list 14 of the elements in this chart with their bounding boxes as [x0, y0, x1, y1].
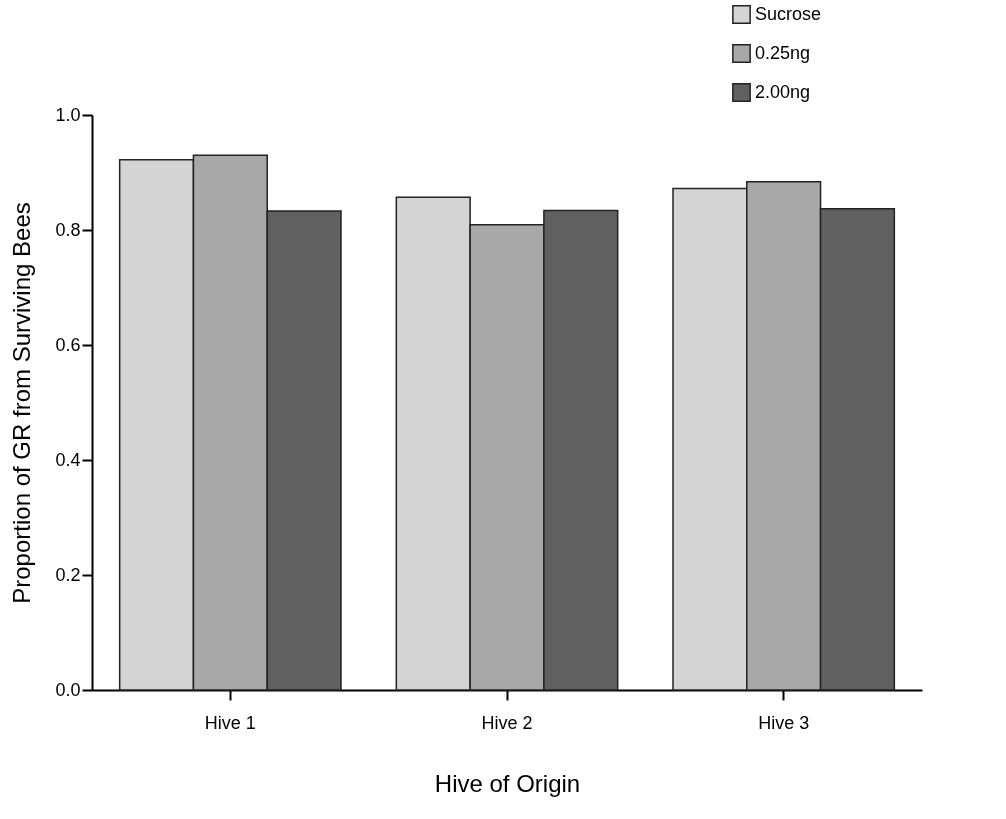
x-tick-label: Hive 2	[481, 712, 533, 733]
y-tick-label: 0.8	[55, 219, 81, 240]
y-tick-label: 0.0	[55, 679, 81, 700]
y-tick-label: 0.4	[55, 449, 81, 470]
y-axis-title: Proportion of GR from Surviving Bees	[8, 202, 36, 604]
legend-label: 0.25ng	[755, 42, 811, 63]
x-tick-label: Hive 3	[758, 712, 810, 733]
x-tick-label: Hive 1	[204, 712, 256, 733]
legend-label: 2.00ng	[755, 81, 811, 102]
legend-label: Sucrose	[755, 3, 822, 24]
y-tick-label: 1.0	[55, 104, 81, 125]
y-tick-label: 0.2	[55, 564, 81, 585]
y-tick-label: 0.6	[55, 334, 81, 355]
x-axis-title: Hive of Origin	[434, 769, 581, 797]
